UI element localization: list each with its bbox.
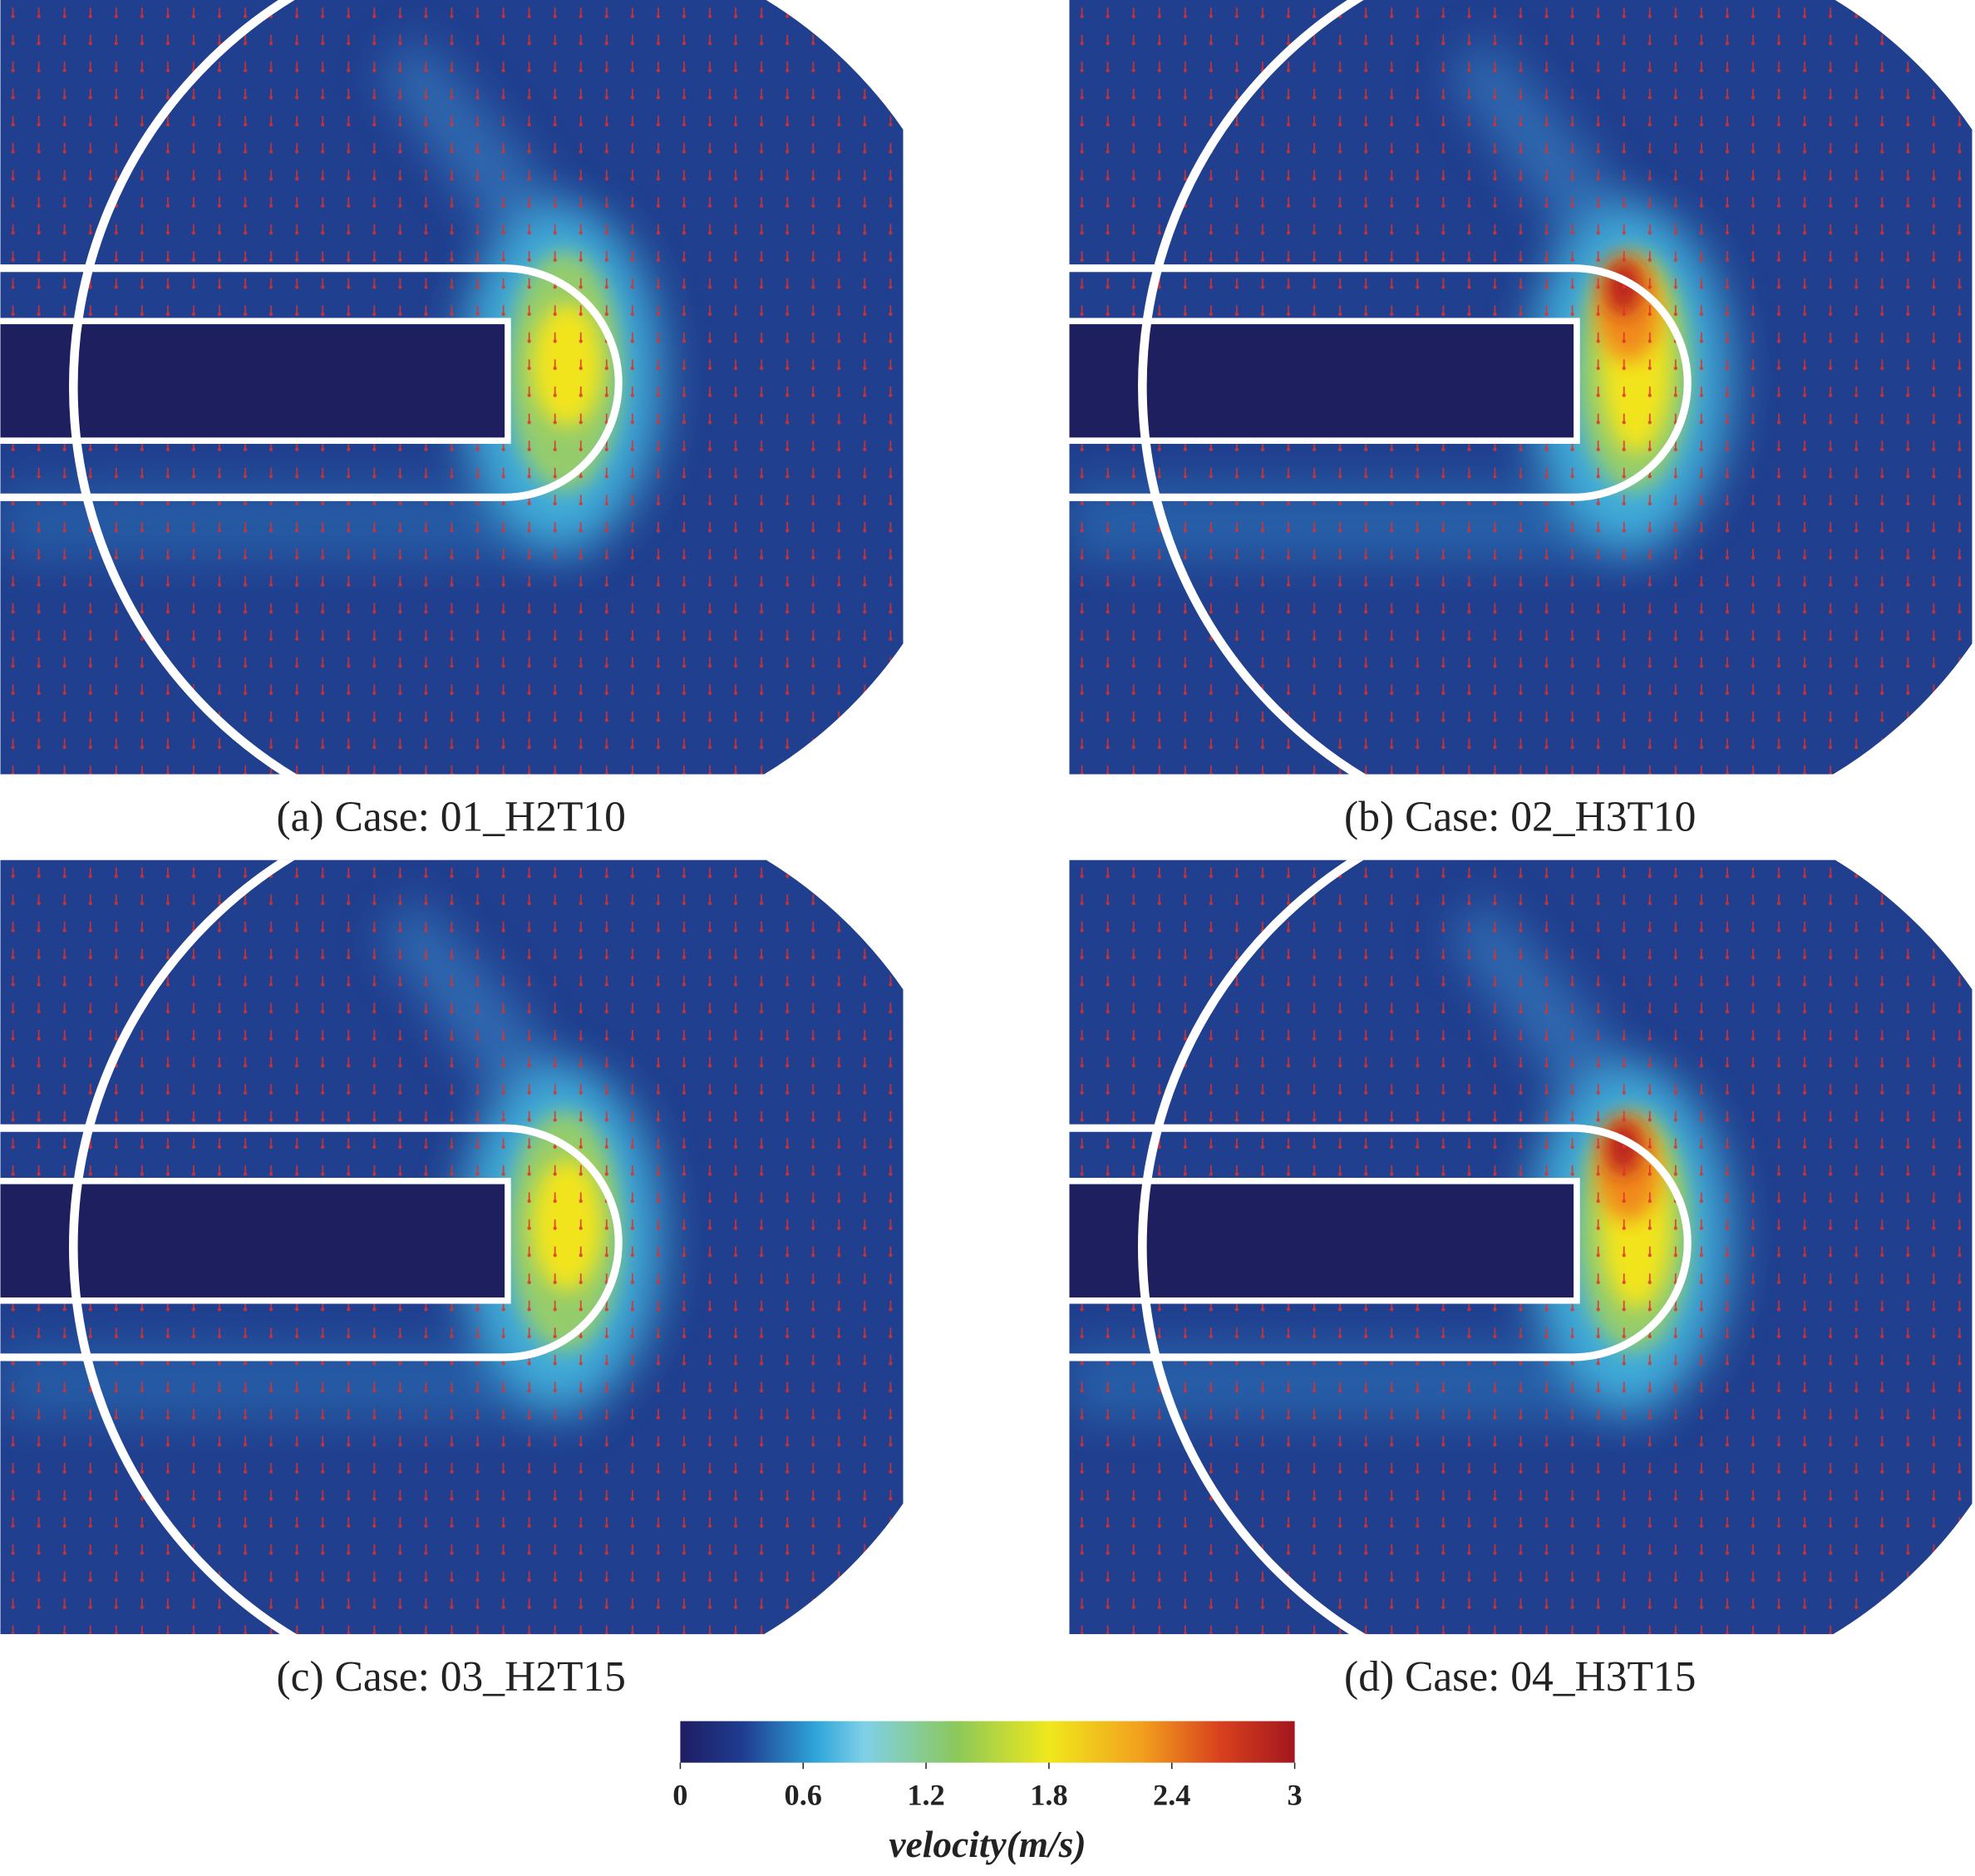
colorbar-tick-label: 1.8	[1030, 1778, 1067, 1811]
flow-panel: (b) Case: 02_H3T10	[1069, 0, 1973, 840]
structure-outline	[0, 1124, 623, 1361]
boundary	[1138, 859, 1973, 1635]
structure	[1069, 1178, 1580, 1304]
colorbar-tick-label: 1.2	[907, 1778, 944, 1811]
panel-caption: (d) Case: 04_H3T15	[1344, 1653, 1696, 1701]
boundary	[1138, 0, 1973, 775]
panel-clip	[1069, 859, 1973, 1635]
domain	[1069, 0, 1973, 775]
colorbar-tick-label: 3	[1288, 1778, 1303, 1811]
domain	[1069, 859, 1973, 1635]
structure	[0, 318, 511, 444]
domain	[0, 0, 904, 775]
structure-outline	[0, 264, 623, 501]
panel-caption: (b) Case: 02_H3T10	[1344, 793, 1696, 840]
colorbar-tick-label: 2.4	[1153, 1778, 1190, 1811]
boundary	[69, 859, 904, 1635]
flow-panel: (a) Case: 01_H2T10	[0, 0, 904, 840]
colorbar-tick-label: 0	[672, 1778, 687, 1811]
panel-caption: (a) Case: 01_H2T10	[276, 793, 625, 840]
panel-clip	[0, 859, 904, 1635]
panel-clip	[1069, 0, 1973, 775]
flow-panel: (c) Case: 03_H2T15	[0, 859, 904, 1701]
structure-outline	[1069, 1124, 1692, 1361]
flow-panel: (d) Case: 04_H3T15	[1069, 859, 1973, 1701]
panel-clip	[0, 0, 904, 775]
colorbar-title: velocity(m/s)	[889, 1824, 1086, 1865]
structure	[1069, 318, 1580, 444]
panel-caption: (c) Case: 03_H2T15	[276, 1653, 625, 1701]
structure	[0, 1178, 511, 1304]
colorbar-tick-label: 0.6	[785, 1778, 822, 1811]
boundary	[69, 0, 904, 775]
structure-outline	[1069, 264, 1692, 501]
domain	[0, 859, 904, 1635]
colorbar	[680, 1721, 1295, 1763]
